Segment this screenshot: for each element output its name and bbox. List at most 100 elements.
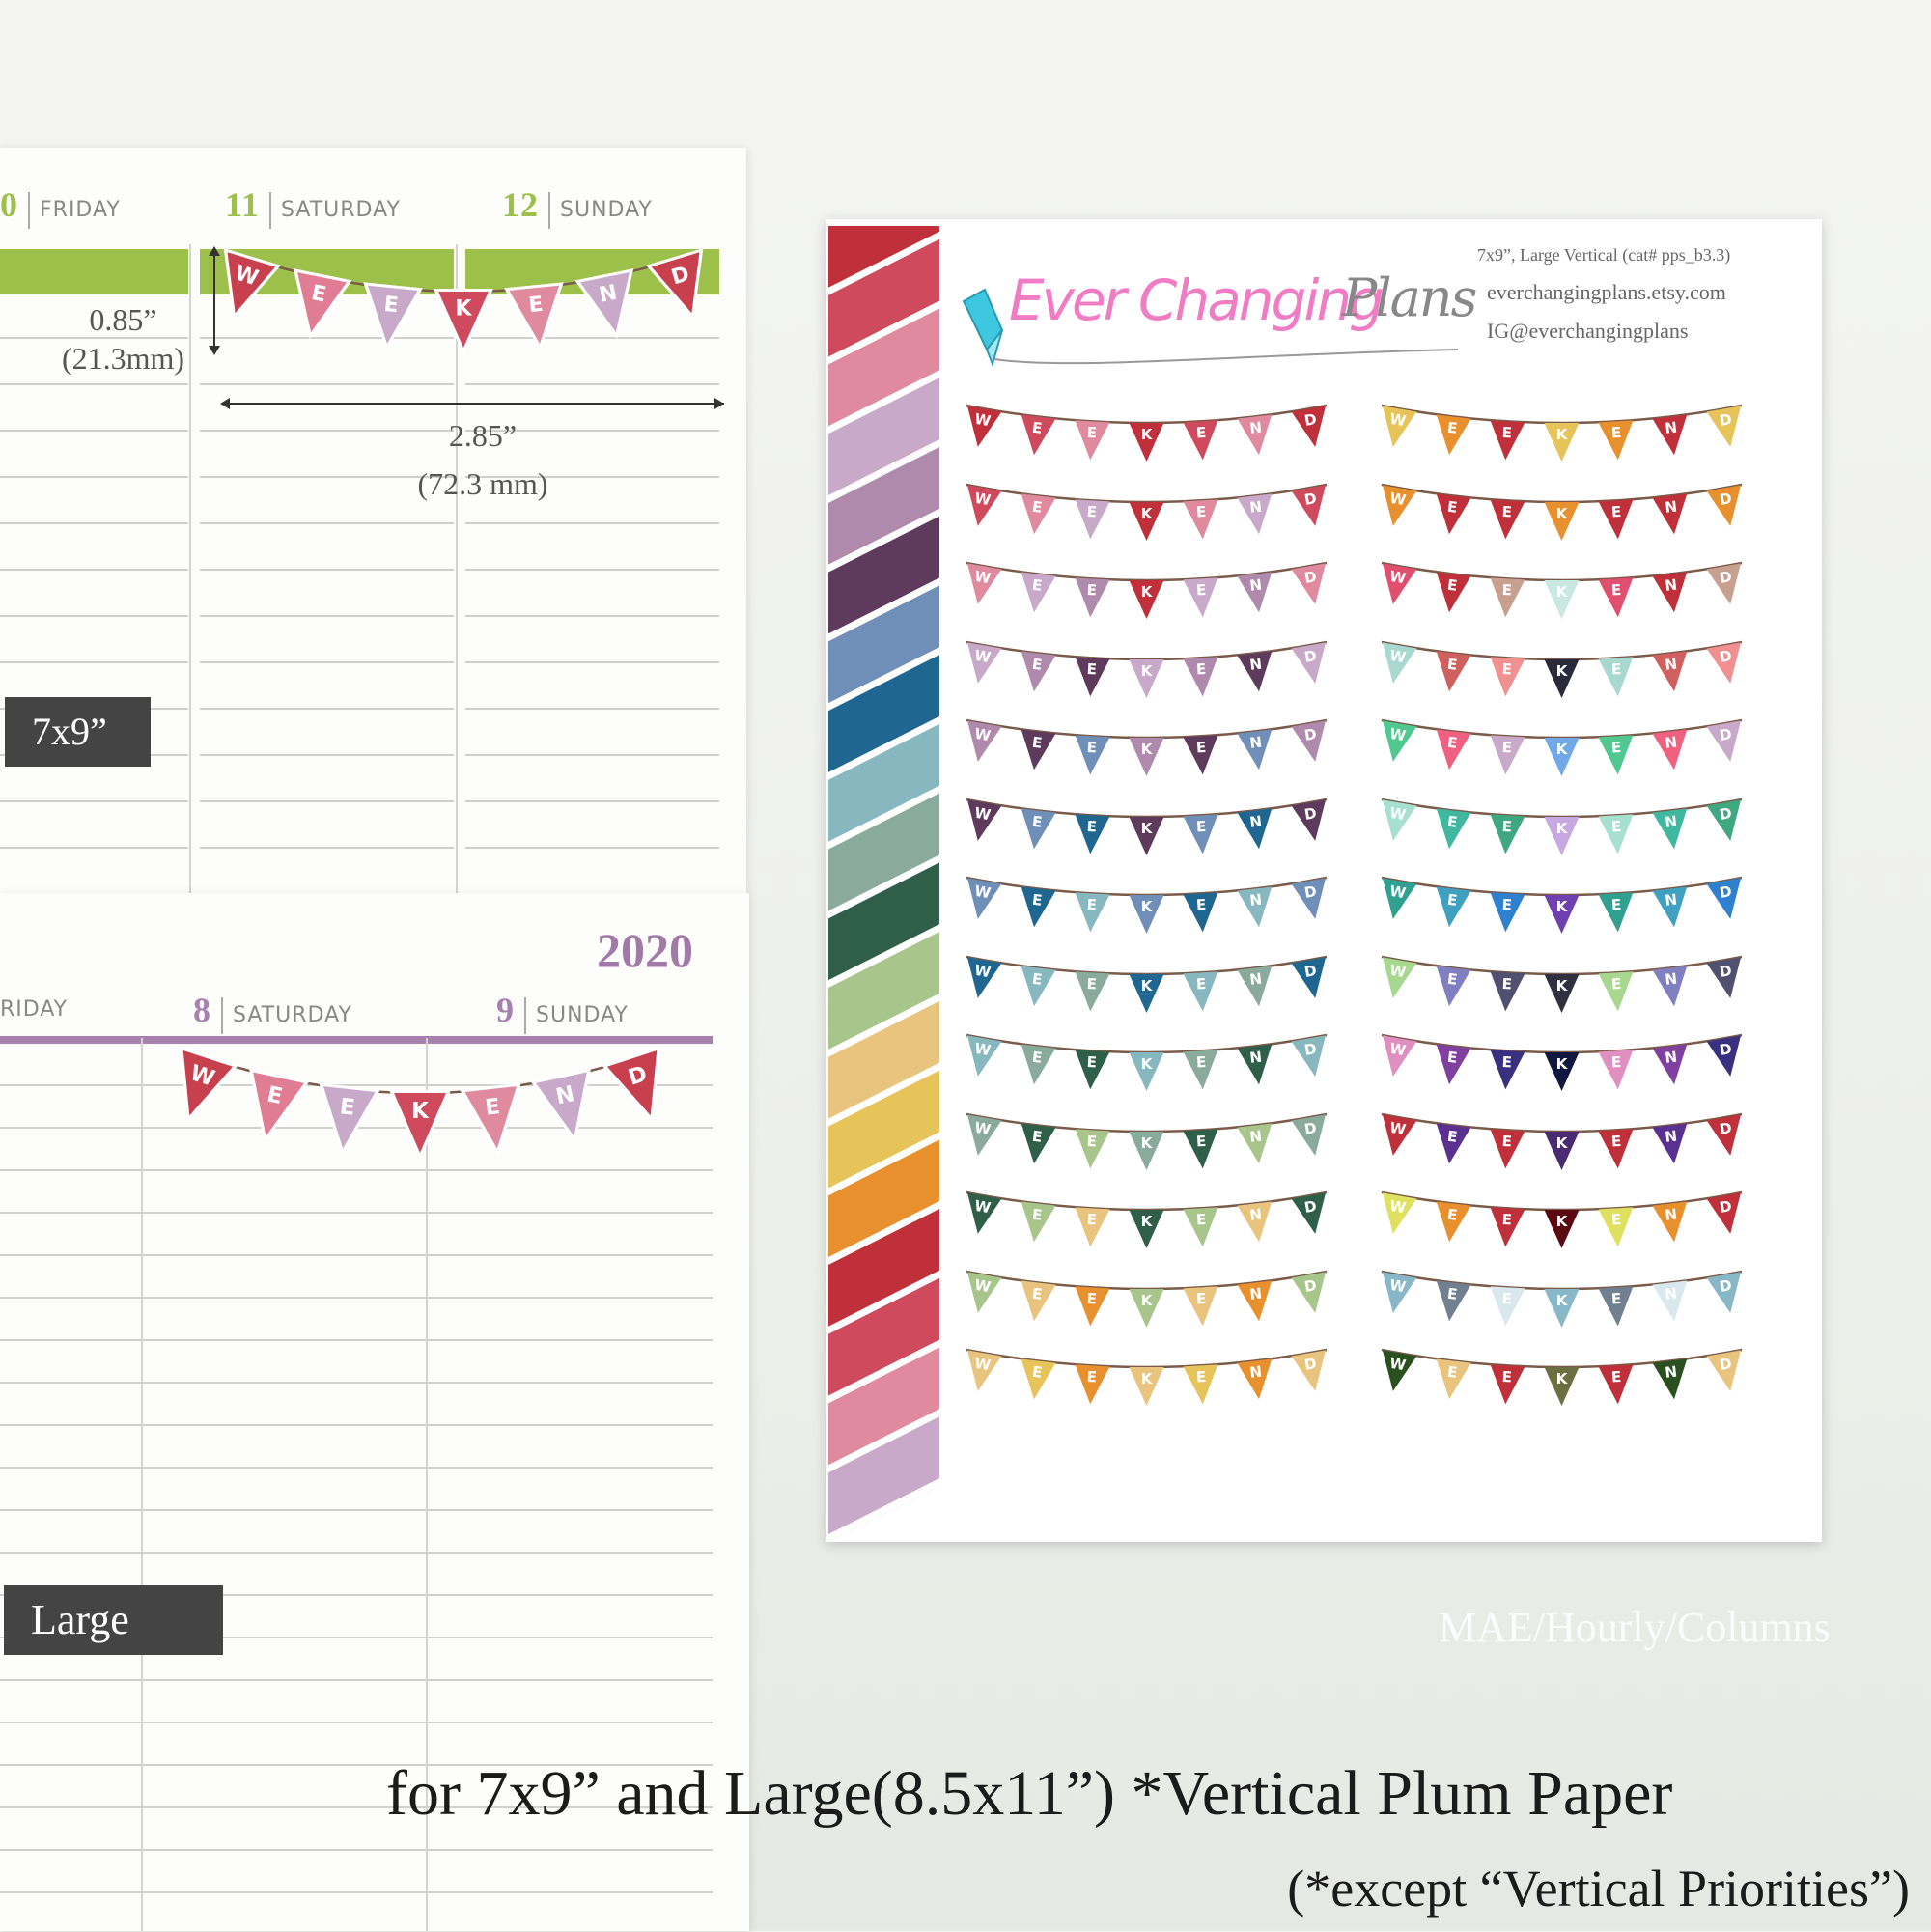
stripe-band (828, 1070, 939, 1196)
bunting-letter: E (1195, 1289, 1206, 1307)
bunting-pennant: K (1544, 738, 1580, 776)
bunting-pennant: N (1652, 1044, 1688, 1085)
bunting-letter: N (1664, 891, 1678, 910)
bunting-letter: E (1610, 896, 1621, 914)
bunting-string (1381, 1190, 1743, 1212)
bunting-pennant: E (1183, 735, 1218, 775)
bunting-letter: D (1303, 1197, 1318, 1217)
bunting-letter: E (382, 293, 399, 318)
stripe-band (828, 516, 939, 642)
bunting-string (966, 955, 1328, 975)
bunting-pennant: D (602, 1046, 661, 1122)
bunting-pennant: K (1129, 973, 1164, 1013)
height-inches: 0.85” (89, 302, 157, 337)
bunting-letter: K (1556, 1055, 1569, 1073)
bunting-letter: K (1141, 741, 1154, 758)
bunting-letter: W (973, 1040, 993, 1060)
bunting-pennant: E (1075, 892, 1110, 933)
bunting-pennant: K (1129, 816, 1164, 855)
bunting-letter: E (1031, 655, 1043, 673)
stripe-band (828, 1209, 939, 1334)
bunting-letter: N (1248, 1284, 1263, 1302)
bunting-pennant: D (1706, 563, 1742, 604)
bunting-letter: D (1719, 1276, 1733, 1296)
bunting-pennant: E (1183, 1128, 1218, 1168)
bunting-pennant: D (1291, 798, 1327, 841)
bunting-letter: E (1610, 1211, 1621, 1229)
day-header-sunday: 12 SUNDAY (502, 184, 653, 229)
bunting-pennant: E (1075, 498, 1110, 539)
bunting-pennant: E (1075, 1128, 1110, 1168)
bunting-letter: E (1446, 576, 1458, 595)
bunting-letter: E (1610, 1132, 1621, 1150)
bunting-letter: E (1446, 1049, 1458, 1067)
bunting-pennant: D (1706, 956, 1742, 998)
weekend-bunting-sticker: W E E K E ND (223, 247, 704, 354)
logo-text-plans: Plans (1342, 267, 1477, 328)
bunting-letter: N (1248, 1127, 1263, 1145)
bunting-letter: E (1195, 896, 1206, 914)
bunting-letter: N (1248, 891, 1263, 910)
bunting-pennant: E (1075, 577, 1110, 618)
bunting-pennant: N (1237, 414, 1273, 456)
bunting-letter: W (1388, 1040, 1408, 1060)
bunting-pennant: E (1021, 729, 1056, 770)
bunting-letter: D (1719, 568, 1733, 587)
bunting-string (1381, 1112, 1743, 1133)
bunting-letter: E (1610, 424, 1621, 442)
bunting-pennant: K (1129, 1210, 1164, 1248)
bunting-letter: N (1664, 812, 1678, 830)
bunting-pennant: W (966, 878, 1002, 919)
bunting-letter: W (973, 1275, 993, 1296)
bunting-letter: D (1303, 882, 1318, 902)
bunting-string (966, 640, 1328, 660)
bunting-letter: E (1446, 969, 1458, 988)
bunting-letter: E (1195, 1053, 1206, 1072)
bunting-letter: E (1031, 1127, 1043, 1145)
bunting-letter: E (1031, 812, 1043, 830)
bunting-letter: N (1248, 1363, 1263, 1382)
bunting-pennant: E (1436, 965, 1471, 1006)
bunting-pennant: N (1652, 886, 1688, 928)
bunting-letter: K (1141, 1055, 1154, 1073)
bunting-pennant: K (1544, 580, 1580, 619)
bunting-letter: N (1664, 1363, 1678, 1382)
bunting-pennant: D (1291, 878, 1327, 919)
bunting-pennant: D (1706, 641, 1742, 684)
bunting-pennant: E (1021, 1122, 1056, 1163)
logo-text-ever-changing: Ever Changing (1009, 267, 1385, 333)
bunting-pennant: W (1382, 1271, 1417, 1313)
bunting-letter: E (1195, 1211, 1206, 1229)
stripe-band (828, 1416, 939, 1542)
bunting-pennant: K (1544, 816, 1580, 855)
bunting-letter: K (1141, 504, 1154, 521)
bunting-letter: E (1086, 1368, 1097, 1386)
bunting-pennant: E (1436, 729, 1471, 770)
bunting-letter: E (1501, 1289, 1512, 1307)
bunting-pennant: E (1490, 892, 1525, 933)
bunting-pennant: E (1183, 813, 1218, 854)
bunting-letter: W (973, 725, 993, 745)
bunting-pennant: W (1382, 798, 1417, 841)
bunting-letter: E (1446, 655, 1458, 673)
bunting-pennant: E (1490, 1207, 1525, 1247)
bunting-letter: N (1664, 497, 1678, 516)
stripe-band (828, 723, 939, 850)
bunting-pennant: N (1237, 1122, 1273, 1163)
bunting-letter: E (1086, 659, 1097, 678)
bunting-letter: N (1248, 1049, 1263, 1067)
bunting-pennant: K (1544, 1131, 1580, 1170)
bunting-pennant: W (1382, 406, 1417, 447)
bunting-letter: D (1303, 410, 1318, 430)
bunting-letter: W (973, 410, 993, 431)
bunting-letter: E (527, 293, 544, 318)
bunting-string (966, 483, 1328, 503)
bunting-pennant: K (1129, 1052, 1164, 1091)
